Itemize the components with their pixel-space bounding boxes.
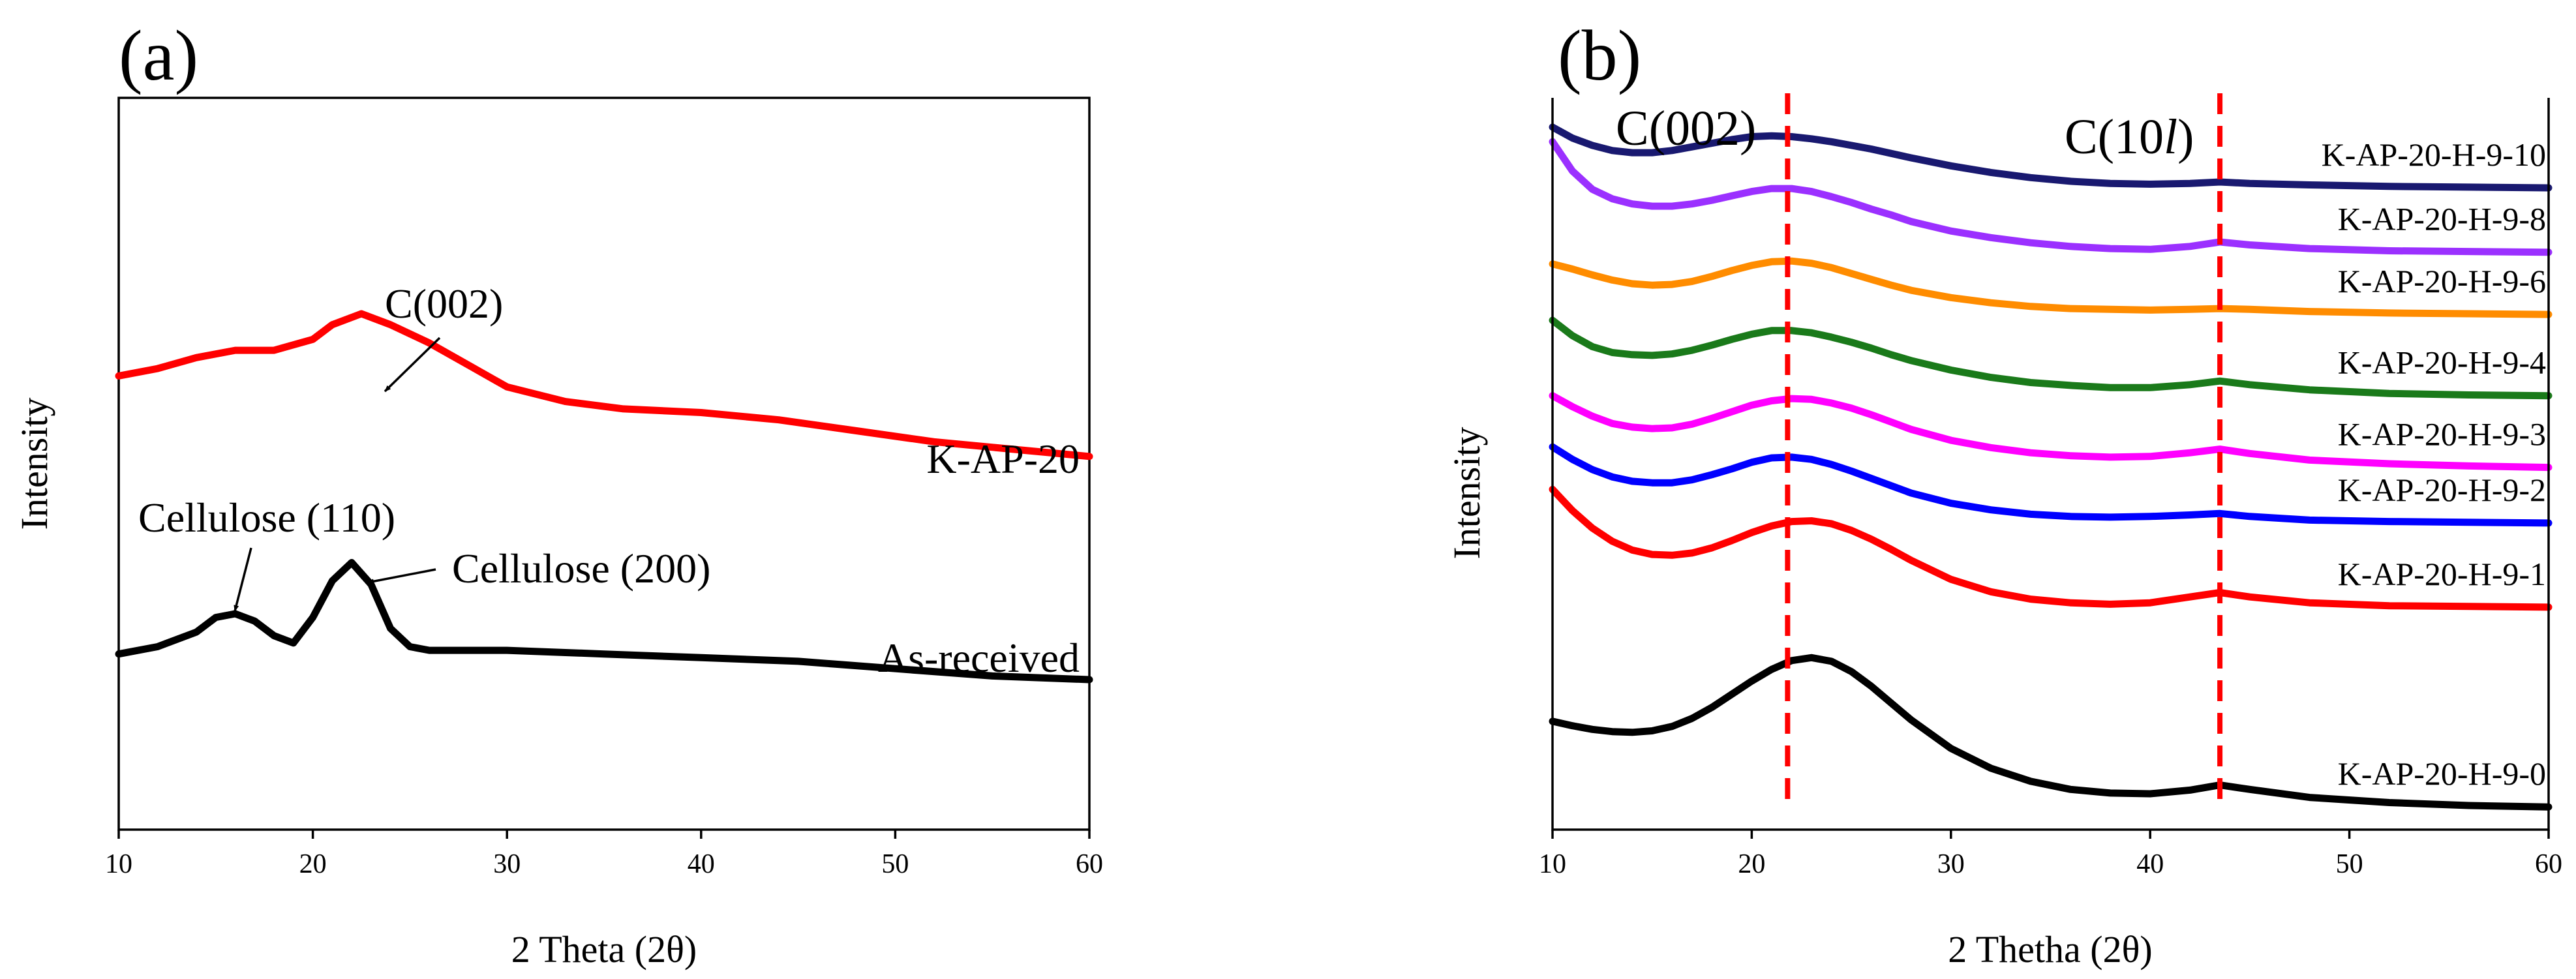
series-k-ap-20-h-9-10 [1549, 123, 2553, 192]
label-c10l-peak: C(10l) [2065, 110, 2194, 164]
label-k-ap-20-h-9-2: K-AP-20-H-9-2 [2338, 472, 2546, 508]
panel-a-x-tick-label-20: 20 [299, 849, 327, 879]
panel-b-x-tick-label-20: 20 [1738, 849, 1765, 879]
series-k-ap-20-h-9-6 [1549, 257, 2553, 318]
panel-a: (a) 10 20 30 40 50 60 K-AP-20 As-received C(0… [13, 16, 1103, 971]
label-k-ap-20-h-9-0: K-AP-20-H-9-0 [2338, 755, 2546, 792]
series-k-ap-20-h-9-8 [1549, 138, 2553, 256]
series-k-ap-20-h-9-4 [1549, 316, 2553, 400]
label-k-ap-20: K-AP-20 [926, 436, 1080, 482]
label-c002-peak: C(002) [1616, 101, 1756, 156]
panel-a-x-axis-title: 2 Theta (2θ) [511, 928, 697, 971]
panel-a-plot-frame [117, 97, 1091, 831]
series-k-ap-20-h-9-0 [1549, 654, 2553, 811]
annotation-c002: C(002) [385, 280, 503, 327]
series-as-received [115, 559, 1093, 684]
series-k-ap-20-h-9-1 [1549, 485, 2553, 611]
annotation-cellulose-200: Cellulose (200) [452, 545, 710, 592]
series-k-ap-20-h-9-3 [1549, 392, 2553, 472]
panel-a-x-tick-label-30: 30 [493, 849, 521, 879]
panel-b-x-tick-label-30: 30 [1937, 849, 1965, 879]
label-k-ap-20-h-9-1: K-AP-20-H-9-1 [2338, 556, 2546, 592]
series-k-ap-20 [115, 310, 1093, 460]
panel-b-label: (b) [1558, 16, 1641, 95]
label-k-ap-20-h-9-10: K-AP-20-H-9-10 [2322, 136, 2546, 173]
label-as-received: As-received [878, 635, 1080, 681]
panel-a-series [115, 310, 1093, 684]
panel-b-x-tick-label-10: 10 [1539, 849, 1566, 879]
panel-a-label: (a) [119, 16, 198, 95]
annotation-cellulose-200-arrow [367, 568, 436, 584]
annotation-cellulose-110-arrow [234, 547, 252, 612]
panel-a-x-tick-label-40: 40 [688, 849, 715, 879]
series-k-ap-20-h-9-2 [1549, 443, 2553, 527]
panel-b-x-tick-label-60: 60 [2535, 849, 2562, 879]
panel-b-y-axis-title: Intensity [1446, 427, 1488, 560]
panel-b-series [1549, 123, 2553, 811]
panel-b-reference-lines [1785, 93, 2223, 804]
panel-a-x-tick-label-50: 50 [881, 849, 909, 879]
panel-a-x-ticks: 10 20 30 40 50 60 [105, 830, 1103, 879]
label-k-ap-20-h-9-4: K-AP-20-H-9-4 [2338, 344, 2546, 381]
label-k-ap-20-h-9-6: K-AP-20-H-9-6 [2338, 263, 2546, 299]
panel-b: (b) 10 20 30 40 50 60 C(002) C(10l) K-AP-20-H… [1446, 16, 2562, 971]
annotation-cellulose-110: Cellulose (110) [138, 494, 395, 541]
panel-b-x-tick-label-50: 50 [2336, 849, 2363, 879]
panel-a-y-axis-title: Intensity [13, 398, 55, 530]
panel-b-x-tick-label-40: 40 [2136, 849, 2164, 879]
panel-a-x-tick-label-60: 60 [1076, 849, 1103, 879]
annotation-c002-arrow [384, 337, 441, 393]
panel-b-plot-frame [1551, 98, 2550, 831]
label-k-ap-20-h-9-3: K-AP-20-H-9-3 [2338, 416, 2546, 453]
panel-a-x-tick-label-10: 10 [105, 849, 132, 879]
panel-b-x-axis-title: 2 Thetha (2θ) [1948, 928, 2152, 971]
label-k-ap-20-h-9-8: K-AP-20-H-9-8 [2338, 201, 2546, 237]
panel-b-x-ticks: 10 20 30 40 50 60 [1539, 830, 2562, 879]
panel-b-curve-labels: K-AP-20-H-9-10 K-AP-20-H-9-8 K-AP-20-H-9-6… [2322, 136, 2546, 792]
